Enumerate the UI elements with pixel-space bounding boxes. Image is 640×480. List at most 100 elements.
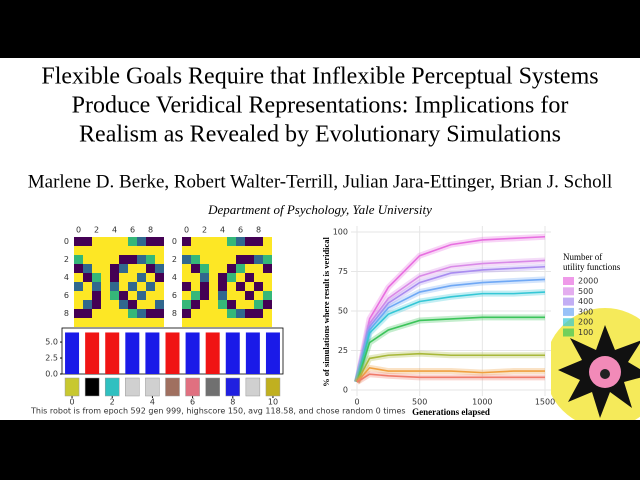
grid-cell (137, 282, 146, 291)
bar-y-tick-label: 2.5 (45, 354, 58, 363)
grid-x-tick-label: 8 (256, 226, 261, 235)
grid-cell (83, 273, 92, 282)
grid-cell (74, 237, 83, 246)
grid-cell (227, 309, 236, 318)
grid-x-tick-label: 4 (220, 226, 225, 235)
series-line (356, 265, 546, 383)
grid-cell (92, 309, 101, 318)
grid-cell (218, 255, 227, 264)
grid-cell (92, 318, 101, 327)
grid-x-tick-label: 0 (76, 226, 81, 235)
grid-cell (218, 300, 227, 309)
grid-cell (137, 237, 146, 246)
grid-cell (74, 309, 83, 318)
series-line (356, 259, 546, 383)
grid-cell (119, 237, 128, 246)
grid-cell (254, 291, 263, 300)
grid-cell (263, 300, 272, 309)
grid-cell (254, 300, 263, 309)
authors: Marlene D. Berke, Robert Walter-Terrill,… (28, 171, 612, 192)
grid-cell (236, 282, 245, 291)
color-swatch (245, 377, 261, 397)
grid-y-tick-label: 2 (64, 255, 69, 264)
grid-cell (209, 255, 218, 264)
grid-cell (128, 282, 137, 291)
grid-y-tick-label: 8 (64, 309, 69, 318)
grid-cell (227, 246, 236, 255)
bar-x-tick-label: 8 (230, 398, 235, 407)
grid-cell (101, 246, 110, 255)
grid-cell (101, 273, 110, 282)
grid-cell (83, 264, 92, 273)
grid-cell (236, 246, 245, 255)
grid-cell (236, 255, 245, 264)
legend-title: Number of (563, 252, 602, 262)
x-tick-label: 500 (412, 398, 427, 407)
y-tick-label: 50 (338, 307, 348, 316)
legend-swatch (563, 307, 574, 316)
grid-cell (128, 273, 137, 282)
grid-cell (209, 282, 218, 291)
grid-cell (254, 309, 263, 318)
grid-cell (128, 309, 137, 318)
grid-cell (236, 264, 245, 273)
grid-cell (263, 237, 272, 246)
grid-cell (92, 300, 101, 309)
x-tick-label: 1000 (472, 398, 492, 407)
grid-cell (227, 264, 236, 273)
bar (225, 332, 240, 374)
bar-x-tick-label: 0 (69, 398, 74, 407)
affiliation: Department of Psychology, Yale Universit… (207, 202, 432, 217)
grid-cell (200, 300, 209, 309)
grid-cell (137, 255, 146, 264)
grid-cell (101, 300, 110, 309)
grid-x-tick-label: 6 (238, 226, 243, 235)
grid-cell (254, 273, 263, 282)
grid-cell (236, 237, 245, 246)
grid-y-tick-label: 0 (64, 237, 69, 246)
color-swatch (165, 377, 180, 397)
grid-cell (74, 282, 83, 291)
grid-cell (119, 255, 128, 264)
grid-cell (182, 282, 191, 291)
bar (205, 332, 220, 374)
grid-cell (110, 273, 119, 282)
y-tick-label: 100 (333, 228, 348, 237)
x-tick-label: 1500 (535, 398, 555, 407)
legend-label: 200 (578, 318, 593, 327)
grid-cell (83, 246, 92, 255)
grid-cell (236, 309, 245, 318)
grid-cell (155, 264, 164, 273)
grid-cell (155, 282, 164, 291)
color-swatch (145, 377, 160, 397)
grid-cell (128, 318, 137, 327)
grid-cell (83, 318, 92, 327)
grid-cell (191, 264, 200, 273)
grid-cell (92, 291, 101, 300)
bar (245, 332, 260, 374)
grid-cell (200, 255, 209, 264)
series-line (356, 235, 546, 383)
color-swatch (205, 377, 220, 397)
bar (125, 332, 140, 374)
grid-cell (227, 237, 236, 246)
grid-y-tick-label: 4 (172, 273, 177, 282)
grid-cell (227, 318, 236, 327)
grid-cell (74, 291, 83, 300)
legend-label: 400 (578, 297, 593, 306)
grid-cell (209, 309, 218, 318)
legend-label: 300 (578, 307, 593, 316)
grid-cell (245, 264, 254, 273)
grid-cell (245, 282, 254, 291)
bar-x-tick-label: 4 (150, 398, 155, 407)
bar-x-tick-label: 2 (110, 398, 115, 407)
y-axis-label: % of simulations where result is veridic… (321, 236, 331, 386)
x-axis-label: Generations elapsed (412, 407, 490, 417)
grid-cell (83, 255, 92, 264)
color-swatch (225, 377, 241, 397)
grid-cell (137, 273, 146, 282)
grid-cell (92, 246, 101, 255)
color-swatch (104, 377, 120, 397)
grid-cell (155, 273, 164, 282)
